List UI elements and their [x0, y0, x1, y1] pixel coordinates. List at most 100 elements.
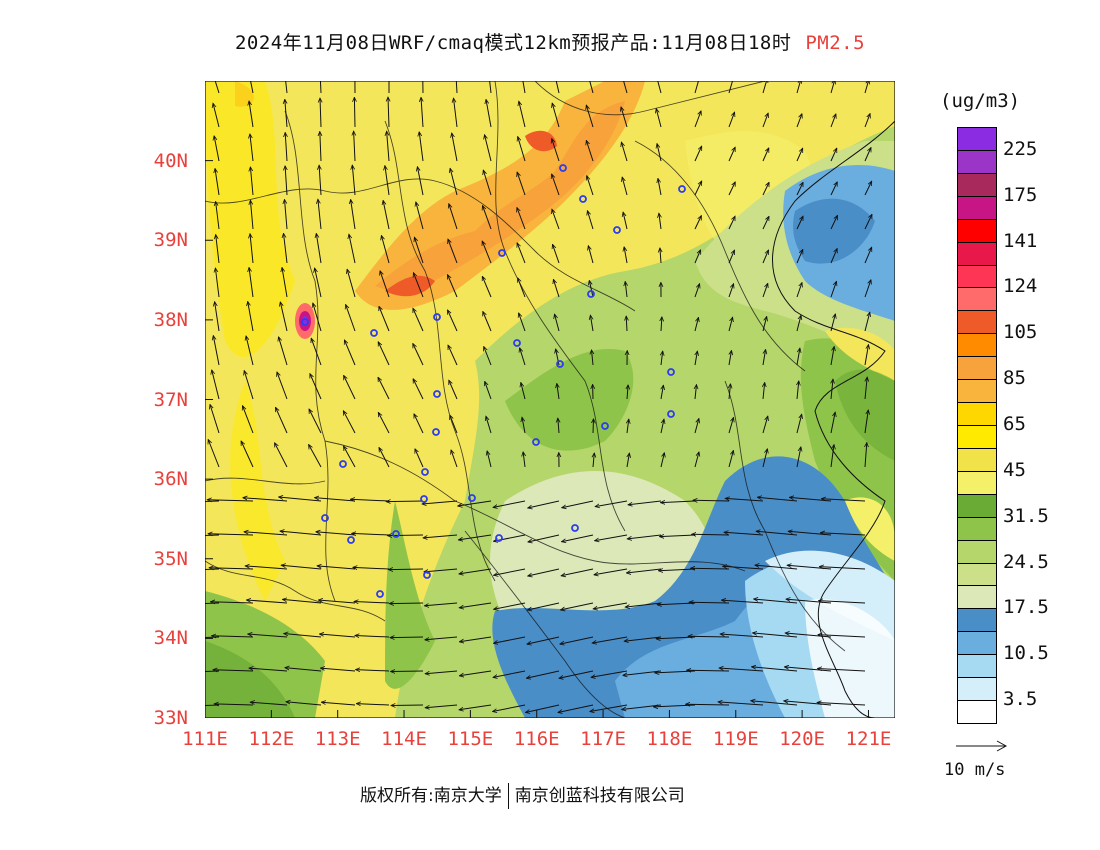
colorbar-divider [957, 425, 997, 426]
title-main: 2024年11月08日WRF/cmaq模式12km预报产品:11月08日18时 [234, 32, 792, 54]
wind-vector [454, 98, 458, 128]
wind-vector [721, 600, 764, 604]
wind-vector [784, 701, 832, 706]
colorbar-swatch [957, 287, 997, 311]
wind-vector [593, 453, 594, 468]
wind-vector [350, 499, 390, 501]
wind-vector [595, 500, 628, 507]
wind-vector [552, 103, 560, 128]
wind-vector [820, 533, 866, 536]
wind-vector [459, 704, 492, 710]
wind-vector [797, 381, 799, 400]
colorbar-swatch [957, 310, 997, 334]
wind-vector [724, 532, 764, 536]
wind-vector [796, 447, 801, 468]
wind-vector [448, 380, 458, 400]
wind-vector [353, 567, 390, 569]
wind-vector [282, 599, 322, 604]
wind-vector [762, 113, 768, 128]
wind-vector [279, 337, 288, 366]
wind-vector [729, 384, 731, 400]
wind-vector [316, 532, 356, 536]
wind-vector [593, 602, 628, 609]
wind-vector [458, 534, 492, 540]
longitude-label: 119E [712, 728, 759, 750]
wind-vector [526, 670, 560, 678]
wind-vector [558, 418, 559, 434]
wind-vector [562, 500, 594, 508]
wind-vector [659, 213, 661, 230]
wind-vector [660, 419, 664, 434]
wind-vector [356, 704, 390, 705]
wind-vector [864, 410, 868, 434]
wind-vector [313, 303, 322, 332]
wind-vector [658, 178, 662, 196]
colorbar-swatch [957, 493, 997, 518]
wind-vector [421, 97, 423, 128]
wind-vector [377, 342, 390, 366]
wind-vector [414, 237, 424, 264]
colorbar-label: 225 [1003, 137, 1038, 160]
wind-vector [695, 385, 697, 400]
wind-vector [419, 132, 424, 162]
colorbar-divider [957, 470, 997, 472]
wind-vector [316, 233, 322, 264]
wind-vector [621, 142, 628, 162]
wind-vector [356, 670, 390, 671]
colorbar-divider [957, 333, 997, 335]
wind-vector [493, 500, 526, 507]
colorbar-swatch [957, 447, 997, 472]
wind-vector [830, 182, 838, 196]
wind-vector [354, 602, 390, 604]
wind-vector [796, 249, 803, 264]
colorbar-label: 65 [1003, 413, 1026, 435]
wind-vector [593, 419, 594, 434]
wind-vector [757, 497, 798, 502]
wind-vector [689, 602, 730, 603]
wind-vector [562, 534, 594, 542]
wind-vector [656, 109, 662, 128]
colorbar-label: 141 [1003, 229, 1038, 252]
wind-vector [249, 267, 254, 298]
wind-vector [388, 97, 389, 128]
colorbar-label: 45 [1003, 458, 1026, 481]
wind-vector [425, 670, 458, 674]
wind-vector [315, 498, 356, 502]
wind-vector [555, 81, 560, 94]
wind-vector [830, 148, 838, 162]
wind-vector [519, 313, 526, 332]
wind-vector [686, 704, 730, 705]
wind-vector [319, 634, 356, 638]
wind-vector [493, 636, 526, 643]
wind-vector [864, 114, 870, 128]
wind-vector [830, 114, 836, 128]
wind-vector [589, 281, 594, 298]
wind-vector [755, 565, 798, 570]
wind-vector [320, 668, 356, 672]
wind-vector [284, 233, 288, 264]
wind-vector [379, 306, 390, 332]
wind-vector [517, 243, 526, 264]
concentration-field [205, 81, 895, 718]
wind-vector [208, 440, 220, 468]
wind-vector [864, 214, 873, 230]
wind-vector [560, 636, 594, 644]
wind-vector [210, 602, 254, 603]
wind-vector [315, 268, 322, 298]
wind-vector [728, 451, 733, 468]
wind-vector [796, 283, 802, 298]
wind-vector [720, 634, 764, 638]
wind-vector [622, 177, 628, 196]
wind-vector [275, 443, 288, 468]
coastline [772, 120, 895, 718]
wind-vector [285, 81, 288, 94]
wind-vector [284, 634, 322, 638]
wind-vector [451, 450, 458, 468]
wind-vector [389, 603, 424, 604]
wind-vector [728, 418, 734, 434]
wind-vector [482, 241, 492, 264]
wind-vector [250, 234, 254, 264]
wind-vector [414, 449, 424, 468]
latitude-label: 36N [153, 468, 188, 491]
wind-vector [447, 345, 458, 366]
